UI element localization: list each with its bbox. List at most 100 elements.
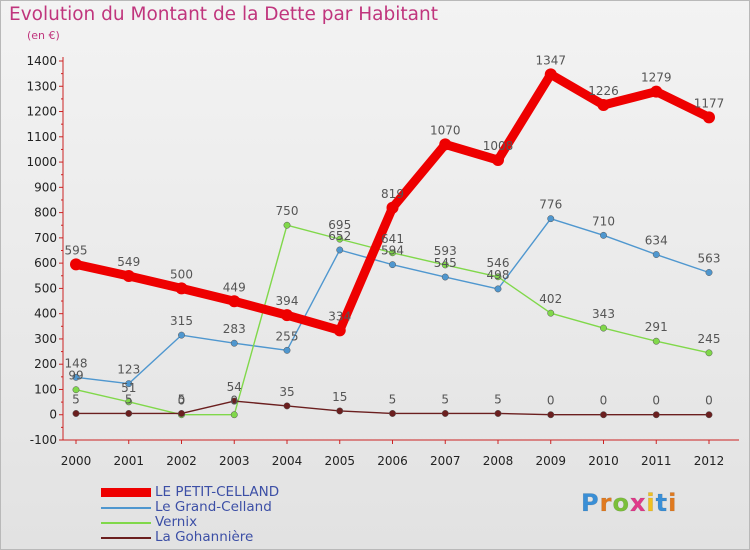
x-tick-label: 2003: [219, 454, 250, 468]
x-tick-label: 2010: [588, 454, 619, 468]
legend-item-le-grand-celland: Le Grand-Celland: [101, 499, 341, 515]
x-tick-label: 2011: [641, 454, 672, 468]
data-label: 255: [276, 329, 299, 343]
data-label: 695: [328, 218, 351, 232]
data-point: [386, 201, 399, 214]
data-point: [441, 261, 449, 269]
data-label: 343: [592, 307, 615, 321]
y-tick-label: 1000: [26, 155, 57, 169]
data-point: [230, 397, 238, 405]
data-point: [705, 411, 713, 419]
data-label: 710: [592, 214, 615, 228]
y-tick-label: 300: [34, 332, 57, 346]
data-point: [230, 339, 238, 347]
data-labels: 5955495004493943348191070100813471226127…: [65, 53, 725, 407]
legend-label: Le Grand-Celland: [155, 499, 272, 515]
data-point: [389, 249, 396, 257]
data-label: 652: [328, 229, 351, 243]
data-label: 449: [223, 280, 246, 294]
data-point: [72, 386, 80, 394]
y-tick-label: 700: [34, 231, 57, 245]
data-label: 500: [170, 267, 193, 281]
logo-letter: t: [655, 489, 669, 518]
data-label: 1070: [430, 123, 461, 137]
y-tick-label: 1400: [26, 54, 57, 68]
data-label: 1347: [535, 53, 566, 67]
y-tick-label: 1100: [26, 130, 57, 144]
x-tick-label: 2006: [377, 454, 408, 468]
y-tick-label: 200: [34, 357, 57, 371]
data-label: 593: [434, 244, 457, 258]
x-tick-label: 2009: [535, 454, 566, 468]
data-point: [494, 410, 502, 417]
data-point: [336, 407, 344, 415]
data-label: 0: [600, 394, 608, 408]
x-tick-label: 2004: [272, 454, 303, 468]
data-label: 245: [698, 332, 721, 346]
data-point: [389, 261, 396, 269]
data-label: 1177: [694, 96, 725, 110]
data-label: 51: [121, 381, 136, 395]
data-point: [600, 411, 607, 419]
x-tick-label: 2005: [324, 454, 355, 468]
data-point: [178, 410, 185, 417]
legend-swatch: [101, 488, 151, 497]
data-label: 35: [279, 385, 294, 399]
data-point: [125, 398, 133, 406]
data-point: [703, 111, 715, 124]
data-point: [283, 221, 291, 229]
chart-subtitle: (en €): [27, 29, 60, 42]
axes: -100010020030040050060070080090010001100…: [26, 54, 739, 468]
data-label: 5: [494, 392, 502, 406]
legend-item-le-petit-celland: LE PETIT-CELLAND: [101, 484, 341, 500]
data-label: 5: [72, 392, 80, 406]
data-point: [228, 295, 241, 308]
x-tick-label: 2007: [430, 454, 461, 468]
x-tick-label: 2012: [694, 454, 725, 468]
data-label: 0: [547, 394, 555, 408]
legend-item-vernix: Vernix: [101, 514, 341, 530]
data-label: 1226: [588, 84, 619, 98]
data-label: 0: [178, 394, 186, 408]
y-tick-label: 0: [49, 408, 57, 422]
legend-swatch: [101, 522, 151, 524]
data-point: [494, 285, 502, 293]
data-point: [600, 324, 607, 332]
data-label: 0: [230, 394, 238, 408]
data-label: 563: [698, 251, 721, 265]
data-point: [336, 246, 344, 254]
data-point: [72, 373, 80, 381]
data-point: [125, 410, 133, 417]
data-point: [494, 273, 502, 281]
data-point: [72, 410, 80, 417]
logo-letter: x: [629, 489, 647, 518]
data-label: 819: [381, 187, 404, 201]
y-tick-label: -100: [30, 433, 57, 447]
data-label: 394: [276, 294, 299, 308]
x-tick-label: 2008: [483, 454, 514, 468]
data-point: [70, 258, 82, 271]
data-point: [652, 411, 660, 419]
data-point: [650, 85, 663, 98]
series-points: [70, 68, 715, 419]
x-tick-label: 2001: [113, 454, 144, 468]
data-label: 291: [645, 320, 668, 334]
logo-letter: i: [668, 489, 678, 518]
legend-label: La Gohannière: [155, 529, 254, 545]
y-tick-label: 800: [34, 206, 57, 220]
data-point: [597, 98, 610, 111]
data-point: [122, 270, 135, 283]
data-label: 594: [381, 244, 404, 258]
data-label: 634: [645, 234, 668, 248]
legend: LE PETIT-CELLAND Le Grand-Celland Vernix…: [101, 484, 341, 545]
data-point: [492, 154, 504, 167]
data-label: 5: [178, 392, 186, 406]
logo-letter: P: [581, 489, 600, 518]
data-label: 334: [328, 309, 351, 323]
y-tick-label: 400: [34, 307, 57, 321]
data-point: [652, 337, 660, 345]
data-label: 5: [389, 392, 397, 406]
data-label: 15: [332, 390, 347, 404]
